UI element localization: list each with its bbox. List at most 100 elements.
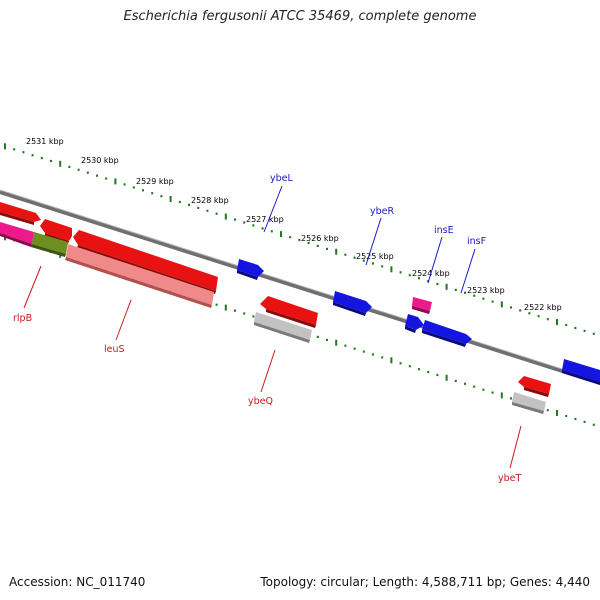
track-tick [142, 189, 144, 192]
track-tick [298, 239, 301, 242]
gene-arrow [260, 296, 318, 325]
scale-label-2529: 2529 kbp [136, 177, 174, 186]
gene-label-ybeL: ybeL [270, 173, 293, 184]
pseudogene-feature [254, 312, 312, 340]
scale-label-2523: 2523 kbp [467, 286, 505, 295]
track-tick [252, 224, 255, 227]
pseudogene-feature-edge [512, 402, 544, 414]
pseudogene-feature [66, 244, 214, 305]
track-tick [178, 200, 181, 204]
track-tick [565, 323, 568, 327]
overlap-feature [32, 232, 68, 254]
track-tick [280, 231, 282, 238]
track-tick [381, 265, 384, 268]
track-tick [418, 277, 420, 280]
track-tick [344, 253, 347, 256]
gene-arrow-edge [333, 302, 366, 316]
track-tick [464, 291, 466, 294]
gene-label-ybeR: ybeR [370, 206, 394, 217]
track-tick [4, 143, 6, 150]
rna-feature [0, 222, 34, 244]
track-tick [436, 373, 439, 377]
track-tick [68, 165, 71, 168]
track-tick [381, 356, 384, 359]
gene-arrow [562, 359, 600, 382]
track-tick [473, 385, 476, 388]
track-tick [583, 420, 586, 423]
gene-arrow-edge [0, 212, 34, 225]
track-tick [114, 178, 117, 185]
overlap-feature-edge [31, 244, 66, 257]
callout-line [427, 236, 443, 284]
track-tick [510, 397, 512, 400]
scale-label-2531: 2531 kbp [26, 137, 64, 146]
gene-arrow [40, 219, 72, 241]
track-tick [289, 236, 292, 239]
gene-label-ybeT: ybeT [498, 473, 521, 484]
gene-label-leuS: leuS [104, 344, 125, 355]
gene-label-rlpB: rlpB [13, 313, 32, 324]
track-tick [86, 171, 89, 174]
track-tick [123, 183, 126, 186]
track-tick [592, 332, 595, 335]
track-tick [362, 259, 365, 262]
track-tick [491, 391, 494, 394]
track-tick [188, 203, 190, 206]
track-tick [418, 368, 420, 371]
track-tick [546, 409, 549, 412]
track-tick [224, 304, 227, 311]
gene-arrow [0, 202, 41, 222]
track-tick [243, 221, 246, 224]
track-tick [215, 212, 218, 215]
gene-arrow-edge [524, 387, 549, 397]
topology-label: Topology: circular; Length: 4,588,711 bp… [260, 575, 590, 589]
other-features [0, 222, 546, 414]
track-tick [574, 326, 577, 330]
track-tick [353, 256, 356, 259]
track-tick [243, 312, 246, 315]
track-tick [96, 174, 98, 177]
track-tick [77, 168, 80, 171]
track-tick [445, 374, 448, 381]
gene-arrow [518, 376, 551, 394]
track-tick [105, 177, 108, 180]
track-tick [399, 362, 402, 365]
callout-line [509, 425, 522, 469]
gene-arrow [73, 230, 218, 291]
scale-labels: 2531 kbp 2530 kbp 2529 kbp 2528 kbp 2527… [26, 137, 562, 312]
genome-backbone-highlight [0, 189, 600, 382]
gene-arrow-edge [266, 309, 316, 328]
callout-line [365, 217, 382, 266]
gene-arrow-edge [405, 326, 416, 333]
rna-feature-edge [412, 306, 430, 314]
track-tick [436, 282, 439, 286]
scale-label-2526: 2526 kbp [301, 234, 339, 243]
track-tick [583, 329, 586, 332]
rna-feature-edge [0, 233, 32, 247]
track-tick [592, 423, 595, 426]
track-tick [326, 338, 328, 341]
track-tick [160, 195, 163, 198]
forward-strand-genes [237, 259, 600, 385]
track-tick [454, 288, 457, 291]
track-tick [565, 414, 568, 418]
track-tick [335, 248, 338, 255]
callout-line [23, 265, 42, 309]
scale-label-2528: 2528 kbp [191, 196, 229, 205]
track-tick [390, 266, 393, 273]
track-tick [482, 388, 485, 391]
track-tick [31, 154, 34, 157]
track-tick [13, 148, 16, 151]
track-tick [40, 157, 43, 160]
gene-arrow [405, 314, 424, 330]
track-tick [546, 318, 549, 321]
rna-feature [412, 297, 432, 311]
track-tick [335, 339, 338, 346]
reverse-strand-genes [0, 202, 551, 397]
track-tick [362, 350, 365, 353]
pseudogene-feature-edge [65, 257, 212, 308]
gene-arrow-edge [422, 330, 466, 347]
track-tick [234, 309, 236, 312]
track-tick [390, 357, 393, 364]
